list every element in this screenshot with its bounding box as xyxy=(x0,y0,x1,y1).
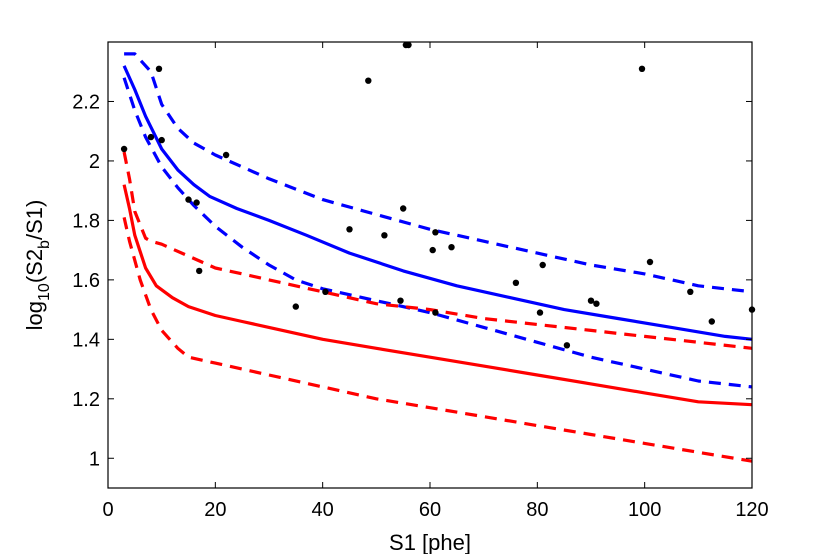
y-label-prefix: log xyxy=(22,301,47,330)
y-label-sub2: b xyxy=(36,240,53,249)
series-line-5 xyxy=(122,151,753,350)
series-line-2 xyxy=(124,52,753,294)
data-point-6 xyxy=(193,199,200,206)
data-point-9 xyxy=(292,303,299,310)
data-point-18 xyxy=(429,246,436,254)
y-label-middle: (S2 xyxy=(22,249,47,283)
y-tick-label: 1.4 xyxy=(72,329,100,351)
x-tick-label: 60 xyxy=(419,499,441,521)
series-line-4 xyxy=(122,184,753,407)
data-point-4 xyxy=(158,136,165,144)
data-point-27 xyxy=(593,300,600,307)
data-point-19 xyxy=(432,229,439,236)
plot-frame xyxy=(107,41,753,489)
data-point-3 xyxy=(155,65,163,73)
data-point-21 xyxy=(448,244,455,251)
x-tick-label: 80 xyxy=(526,499,548,521)
data-point-13 xyxy=(381,232,388,239)
y-tick-label: 1.8 xyxy=(72,210,100,232)
y-label-suffix: /S1) xyxy=(22,200,47,240)
data-point-7 xyxy=(196,267,203,275)
x-axis: 0 20 40 60 80 100 120 xyxy=(102,42,769,521)
data-point-28 xyxy=(638,65,646,73)
y-label-sub1: 10 xyxy=(36,283,53,301)
data-point-5 xyxy=(185,196,192,203)
y-tick-label: 1.2 xyxy=(72,389,100,411)
data-point-20 xyxy=(432,309,439,316)
y-tick-label: 1 xyxy=(89,448,100,470)
y-tick-label: 2.2 xyxy=(72,91,100,113)
x-tick-label: 40 xyxy=(312,499,334,521)
data-point-25 xyxy=(563,342,571,349)
y-axis-label: log10(S2b/S1) xyxy=(22,200,53,331)
scatter-layer xyxy=(120,41,756,349)
data-point-22 xyxy=(512,279,520,286)
data-point-23 xyxy=(536,309,544,316)
data-point-12 xyxy=(365,77,372,84)
y-tick-label: 1.6 xyxy=(72,270,100,292)
data-point-24 xyxy=(539,261,546,269)
series-layer xyxy=(122,52,753,463)
data-point-2 xyxy=(147,133,155,141)
data-point-17 xyxy=(405,41,412,49)
y-axis: 1 1.2 1.4 1.6 1.8 2 2.2 xyxy=(72,91,752,470)
data-point-8 xyxy=(222,151,230,159)
x-tick-label: 0 xyxy=(102,499,113,521)
data-point-30 xyxy=(687,288,694,295)
x-tick-label: 120 xyxy=(735,499,768,521)
series-line-6 xyxy=(122,217,753,463)
data-point-14 xyxy=(397,297,404,304)
data-point-29 xyxy=(646,258,654,266)
y-tick-label: 2 xyxy=(89,151,100,173)
data-point-11 xyxy=(346,226,353,233)
data-point-26 xyxy=(587,297,595,304)
data-point-10 xyxy=(322,288,329,295)
x-axis-label: S1 [phe] xyxy=(389,530,471,554)
data-point-15 xyxy=(400,205,407,212)
x-tick-label: 20 xyxy=(204,499,226,521)
x-tick-label: 100 xyxy=(628,499,661,521)
data-point-1 xyxy=(120,145,128,153)
data-point-31 xyxy=(708,318,715,325)
series-line-1 xyxy=(122,65,753,341)
